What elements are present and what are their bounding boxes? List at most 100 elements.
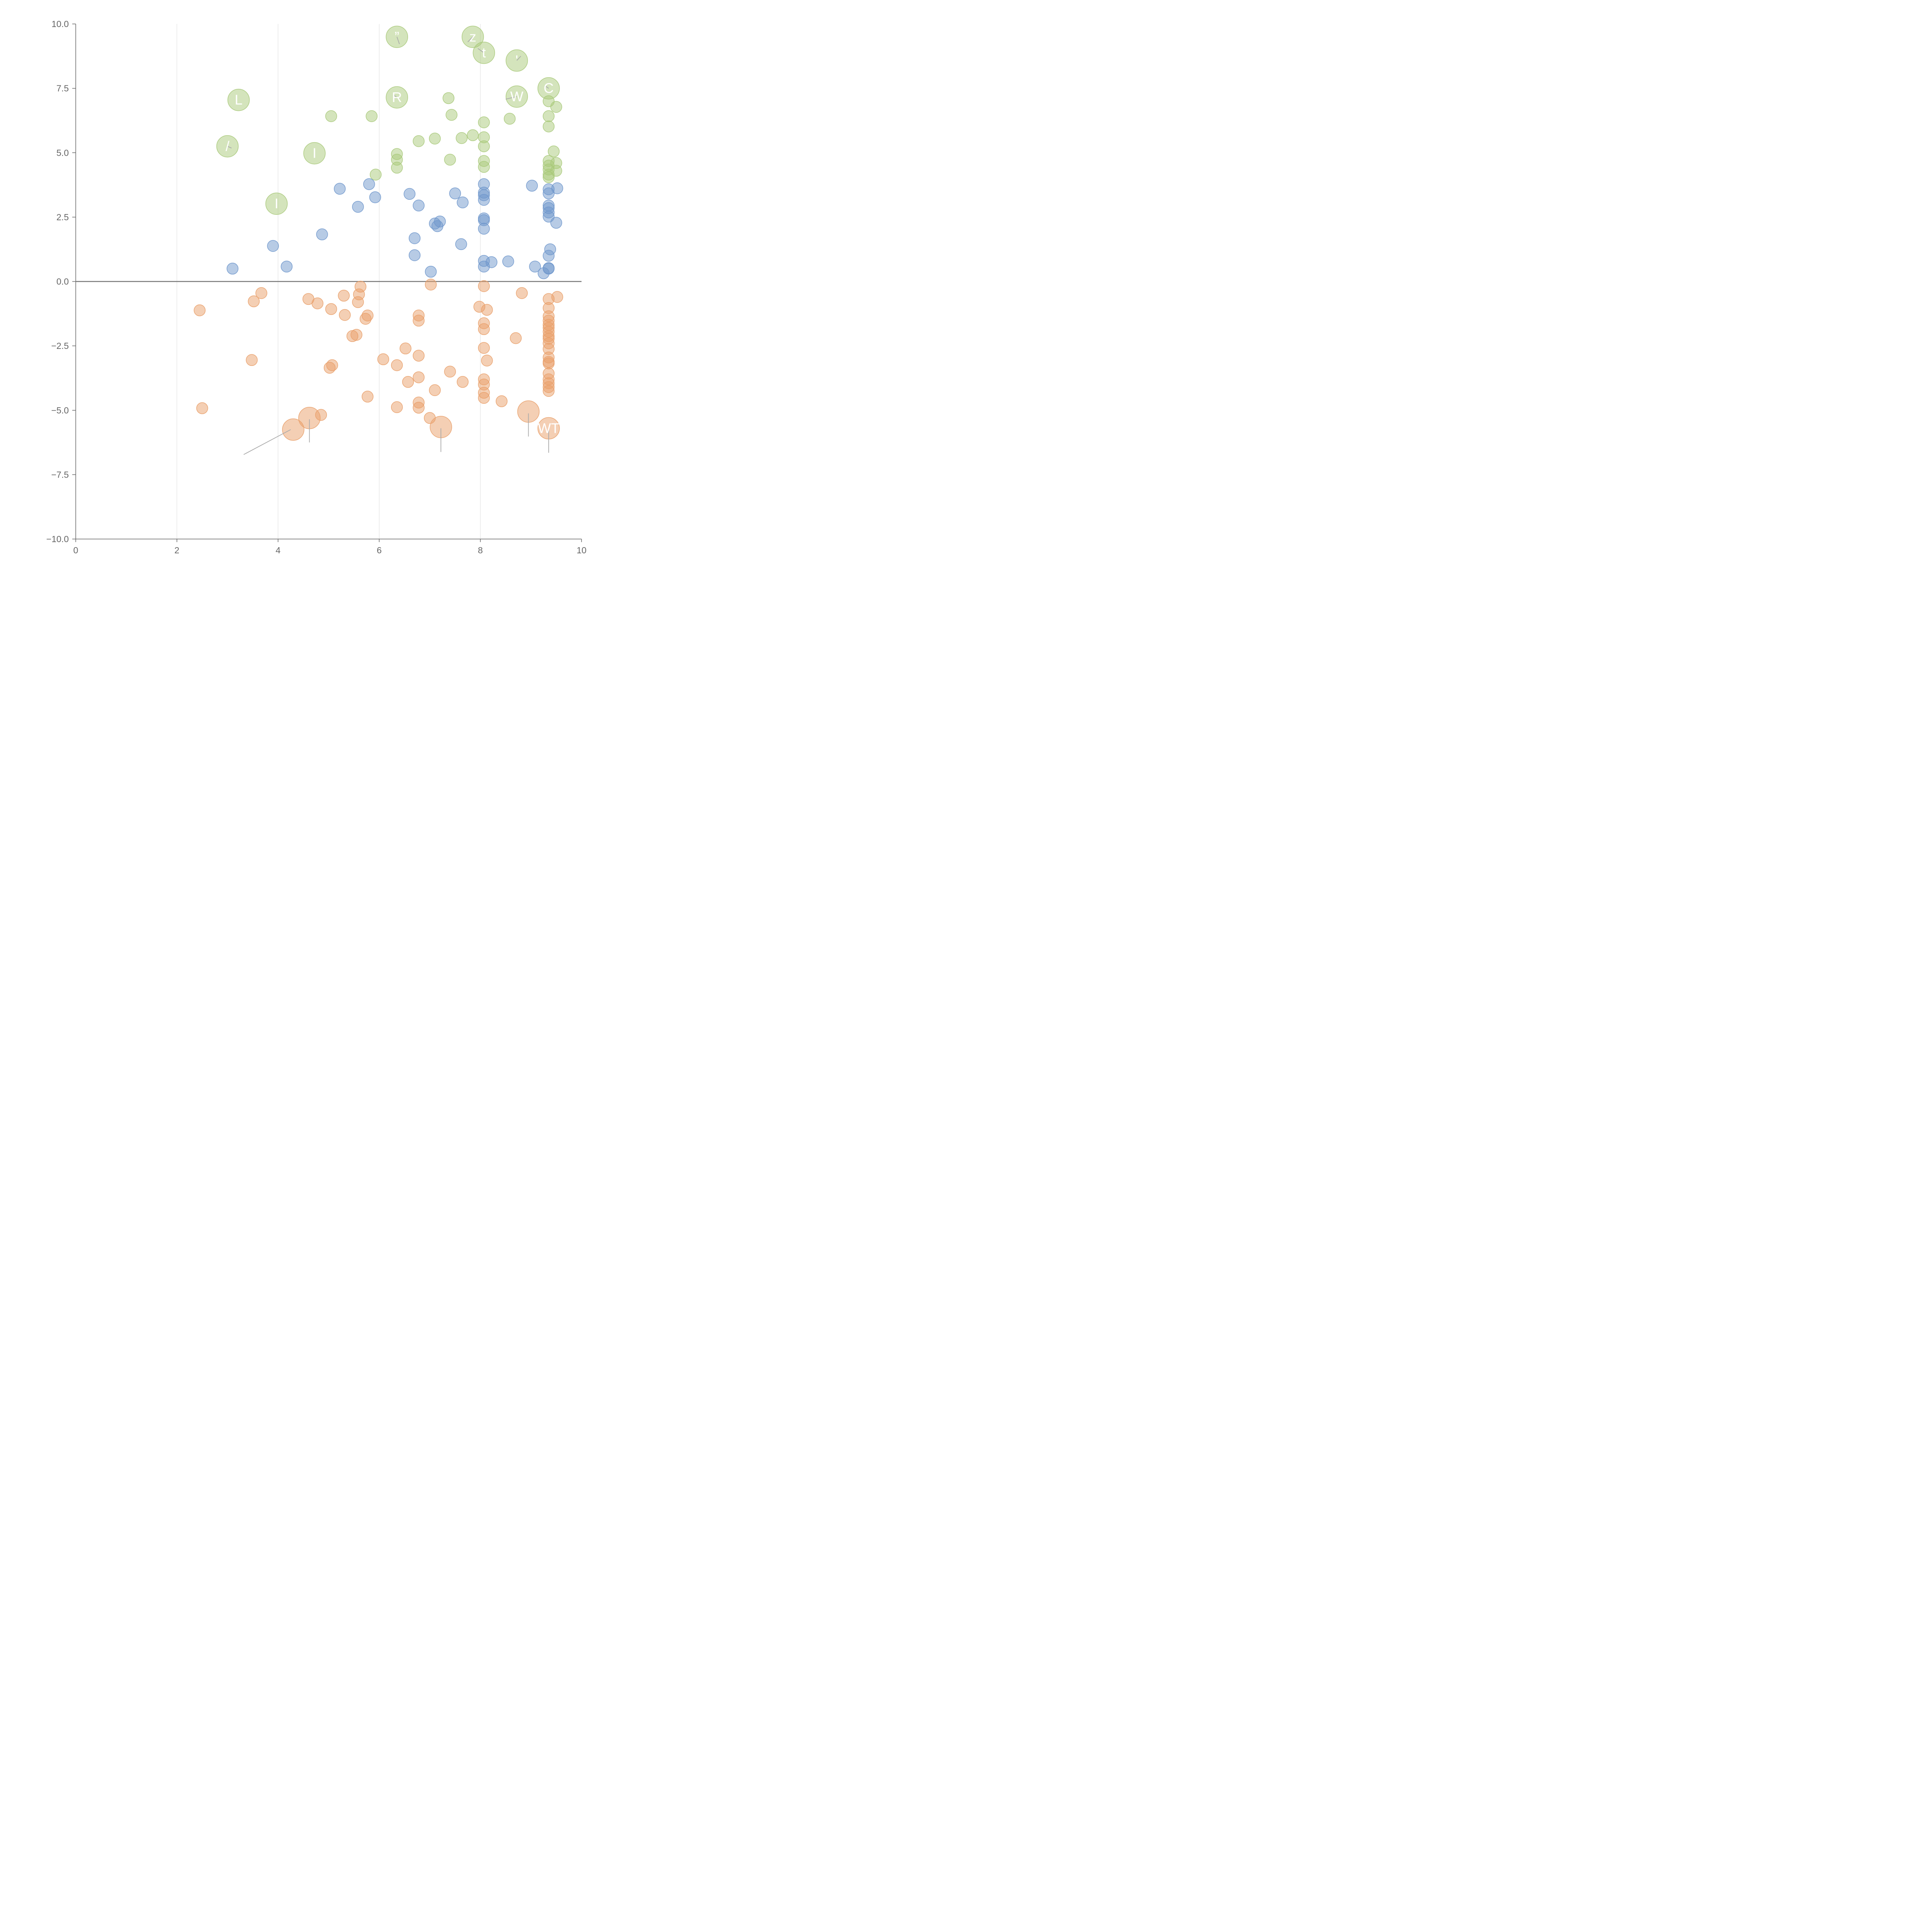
leader-lines [227, 36, 549, 455]
orange-point [311, 297, 323, 310]
leader-line [243, 429, 291, 455]
x-ticks: 0 2 4 6 8 10 [73, 539, 587, 555]
orange-point [194, 304, 206, 316]
y-ticks: 10.0 7.5 5.0 2.5 0.0 −2.5 −5.0 −7.5 −10.0 [46, 19, 76, 544]
green-point [429, 133, 441, 145]
green-point [478, 116, 490, 128]
orange-point [413, 315, 425, 327]
blue-point [226, 262, 239, 275]
leader-line [396, 37, 400, 44]
y-tick-label: 0.0 [56, 277, 69, 287]
point-label: R [392, 89, 402, 105]
blue-point [408, 249, 421, 261]
orange-point [495, 395, 508, 407]
blue-point [478, 223, 490, 235]
x-tick-label: 4 [276, 545, 281, 555]
orange-point [402, 376, 414, 388]
green-point [503, 113, 516, 125]
orange-large-point [282, 418, 304, 441]
green-point [366, 110, 378, 122]
y-tick-label: 2.5 [56, 212, 69, 222]
x-tick-label: 0 [73, 545, 78, 555]
green-point [550, 165, 562, 177]
point-label: I [275, 196, 279, 211]
blue-point [369, 191, 381, 203]
y-tick-label: −5.0 [51, 405, 69, 415]
blue-point [403, 188, 416, 200]
orange-point [354, 281, 367, 293]
green-point [369, 168, 382, 181]
points-layer [194, 26, 563, 441]
orange-point [391, 359, 403, 371]
blue-point [449, 187, 461, 199]
orange-point [543, 357, 555, 369]
green-point [543, 171, 555, 183]
green-point [467, 129, 479, 141]
leader-line [505, 96, 517, 100]
scatter-chart: 0 2 4 6 8 10 10.0 7.5 5.0 2.5 0.0 −2.5 −5.0 −7.5 −10.… [46, 19, 587, 555]
orange-point [551, 291, 563, 303]
point-labels: ” zt ' L R W C / I I WT [226, 29, 560, 436]
leader-line [227, 146, 232, 149]
orange-point [478, 342, 490, 354]
blue-point [413, 199, 425, 212]
green-point [413, 135, 425, 147]
y-tick-label: 10.0 [51, 19, 69, 29]
blue-point [550, 217, 562, 229]
orange-point [425, 279, 437, 291]
orange-point [444, 366, 456, 378]
orange-point [457, 376, 469, 388]
blue-point [281, 260, 293, 273]
orange-point [478, 392, 490, 404]
orange-point [339, 309, 351, 321]
blue-point [408, 232, 421, 244]
blue-point [502, 255, 514, 267]
green-point [478, 140, 490, 152]
orange-point [325, 303, 337, 315]
blue-point [267, 240, 279, 252]
green-point [325, 110, 337, 122]
orange-point [350, 329, 362, 341]
orange-point [326, 359, 338, 371]
leader-line [478, 48, 484, 53]
point-label: WT [538, 420, 560, 436]
orange-point [481, 354, 493, 367]
orange-point [391, 401, 403, 413]
orange-point [413, 371, 425, 383]
green-point [446, 109, 457, 121]
point-label: W [510, 88, 523, 104]
blue-point [455, 238, 467, 250]
y-tick-label: −10.0 [46, 534, 69, 544]
green-point [548, 145, 560, 158]
green-point [456, 132, 468, 144]
orange-point [516, 287, 528, 299]
green-point [444, 153, 456, 166]
orange-point [413, 350, 425, 362]
orange-point [478, 280, 490, 292]
x-tick-label: 6 [377, 545, 382, 555]
orange-point [543, 385, 555, 397]
blue-point [478, 194, 490, 206]
blue-point [457, 196, 469, 209]
point-label: I [313, 145, 316, 161]
orange-point [196, 402, 208, 414]
leader-line [516, 56, 521, 61]
orange-point [362, 391, 374, 403]
blue-point [352, 201, 364, 213]
green-point [391, 162, 403, 174]
blue-point [543, 262, 555, 275]
orange-point [377, 353, 389, 366]
green-point [543, 110, 555, 122]
orange-point [481, 304, 493, 316]
orange-point [246, 354, 258, 366]
point-label: t [482, 45, 486, 61]
orange-point [413, 401, 425, 414]
orange-point [338, 289, 350, 302]
green-point [543, 121, 555, 133]
leader-line [467, 36, 473, 43]
point-label: / [226, 138, 230, 154]
blue-point [334, 183, 346, 195]
x-tick-label: 10 [577, 545, 587, 555]
y-tick-label: −2.5 [51, 341, 69, 351]
blue-point [543, 187, 555, 199]
